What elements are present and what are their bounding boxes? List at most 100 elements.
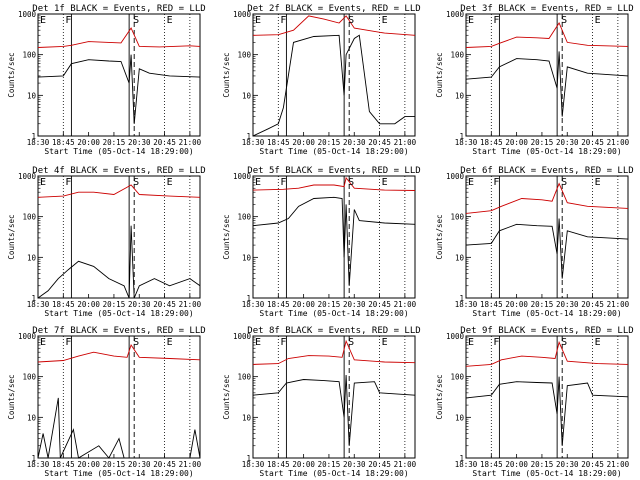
panel-2-event-marker-3: E [382,15,388,26]
panel-7-event-marker-3: E [167,337,173,348]
panel-5-event-marker-3: E [382,177,388,188]
panel-4-y-tick-label-3: 1000 [18,172,37,181]
panel-7-x-tick-label-6: 21:00 [179,460,202,469]
panel-6-x-tick-label-4: 20:30 [556,300,579,309]
panel-3-x-tick-label-2: 20:00 [505,138,528,147]
panel-5-x-tick-label-5: 20:45 [368,300,391,309]
panel-6-x-tick-label-0: 18:30 [455,300,478,309]
panel-7-y-tick-label-0: 1 [31,454,36,463]
panel-1-y-tick-label-2: 100 [22,51,36,60]
panel-1-x-tick-label-4: 20:30 [128,138,151,147]
panel-6-y-tick-label-0: 1 [459,294,464,303]
panel-9-event-marker-1: F [493,337,499,348]
panel-9-y-tick-label-2: 100 [450,373,464,382]
panel-5-y-tick-label-1: 10 [242,253,252,262]
panel-6-x-tick-label-3: 20:15 [531,300,554,309]
panel-7-x-tick-label-3: 20:15 [103,460,126,469]
panel-2-y-tick-label-0: 1 [246,132,251,141]
panel-6-series-red-lld-line [465,182,629,214]
panel-3-series-black-events-line [465,51,629,117]
panel-9-x-tick-label-5: 20:45 [581,460,604,469]
panel-3-series-red-lld-line [465,22,629,48]
panel-7-event-marker-1: F [65,337,71,348]
panel-4-x-tick-label-1: 18:45 [52,300,75,309]
panel-4-x-tick-label-4: 20:30 [128,300,151,309]
panel-4-axes-frame [37,175,201,299]
panel-5-y-tick-label-3: 1000 [233,172,252,181]
panel-9-series-red-lld-line [465,340,629,367]
panel-8-title: Det 8f BLACK = Events, RED = LLD [247,326,420,336]
panel-5-series-black-events-line [252,196,416,286]
panel-3-x-tick-label-0: 18:30 [455,138,478,147]
panel-8-x-axis-label: Start Time (05-Oct-14 18:29:00) [259,469,408,478]
panel-1-x-axis-label: Start Time (05-Oct-14 18:29:00) [44,147,193,156]
panel-9-x-tick-label-3: 20:15 [531,460,554,469]
panel-5-title: Det 5f BLACK = Events, RED = LLD [247,166,420,176]
panel-5-axes-frame [252,175,416,299]
panel-4-event-marker-0: E [40,177,46,188]
panel-3-event-marker-1: F [493,15,499,26]
panel-4-y-axis-label: Counts/sec [7,214,16,259]
panel-6-series-black-events-line [465,218,629,279]
panel-4-event-marker-1: F [65,177,71,188]
panel-7-series-black-events-line [37,397,201,459]
panel-2-series-red-lld-line [252,15,416,36]
panel-8-event-marker-2: S [348,337,354,348]
panel-6-y-axis-label: Counts/sec [435,214,444,259]
panel-8-x-tick-label-0: 18:30 [242,460,265,469]
panel-6-event-marker-0: E [468,177,474,188]
panel-1-x-tick-label-1: 18:45 [52,138,75,147]
panel-7-series-red-lld-line [37,343,201,363]
panel-8-y-tick-label-2: 100 [237,373,251,382]
panel-5-x-tick-label-2: 20:00 [292,300,315,309]
panel-6-y-tick-label-1: 10 [455,253,465,262]
panel-4-event-marker-2: S [133,177,139,188]
panel-6-y-tick-label-2: 100 [450,213,464,222]
panel-2-x-tick-label-6: 21:00 [394,138,417,147]
panel-9-y-tick-label-0: 1 [459,454,464,463]
panel-3-title: Det 3f BLACK = Events, RED = LLD [460,4,633,14]
panel-6-event-marker-2: S [561,177,567,188]
panel-9-x-tick-label-6: 21:00 [607,460,630,469]
panel-9-series-black-events-line [465,376,629,446]
panel-9-y-tick-label-3: 1000 [446,332,465,341]
panel-7-y-tick-label-2: 100 [22,373,36,382]
panel-1-y-tick-label-3: 1000 [18,10,37,19]
panel-3-axes-frame [465,13,629,137]
panel-2-x-axis-label: Start Time (05-Oct-14 18:29:00) [259,147,408,156]
panel-6-event-marker-1: F [493,177,499,188]
panel-7-x-tick-label-2: 20:00 [77,460,100,469]
panel-3-x-tick-label-4: 20:30 [556,138,579,147]
panel-9-title: Det 9f BLACK = Events, RED = LLD [460,326,633,336]
panel-9-x-tick-label-1: 18:45 [480,460,503,469]
panel-5-x-tick-label-6: 21:00 [394,300,417,309]
panel-1-x-tick-label-2: 20:00 [77,138,100,147]
panel-7-y-tick-label-1: 10 [27,413,37,422]
panel-7-event-marker-0: E [40,337,46,348]
panel-1-event-marker-0: E [40,15,46,26]
panel-3-y-tick-label-2: 100 [450,51,464,60]
panel-3-x-tick-label-3: 20:15 [531,138,554,147]
panel-3-event-marker-0: E [468,15,474,26]
panel-4-y-tick-label-0: 1 [31,294,36,303]
panel-4-y-tick-label-2: 100 [22,213,36,222]
panel-7-title: Det 7f BLACK = Events, RED = LLD [32,326,205,336]
panel-9-event-marker-0: E [468,337,474,348]
panel-1-y-axis-label: Counts/sec [7,52,16,97]
panel-9-x-axis-label: Start Time (05-Oct-14 18:29:00) [472,469,621,478]
panel-8-event-marker-3: E [382,337,388,348]
panel-1-event-marker-1: F [65,15,71,26]
panel-8-x-tick-label-5: 20:45 [368,460,391,469]
panel-9-y-axis-label: Counts/sec [435,374,444,419]
panel-6-x-axis-label: Start Time (05-Oct-14 18:29:00) [472,309,621,318]
panel-2-x-tick-label-2: 20:00 [292,138,315,147]
panel-6-y-tick-label-3: 1000 [446,172,465,181]
panel-2-x-tick-label-4: 20:30 [343,138,366,147]
panel-8-y-tick-label-0: 1 [246,454,251,463]
panel-3-y-tick-label-1: 10 [455,91,465,100]
panel-5-y-tick-label-2: 100 [237,213,251,222]
panel-5-event-marker-1: F [280,177,286,188]
panel-5-x-tick-label-1: 18:45 [267,300,290,309]
panel-7-y-axis-label: Counts/sec [7,374,16,419]
panel-7-event-marker-2: S [133,337,139,348]
